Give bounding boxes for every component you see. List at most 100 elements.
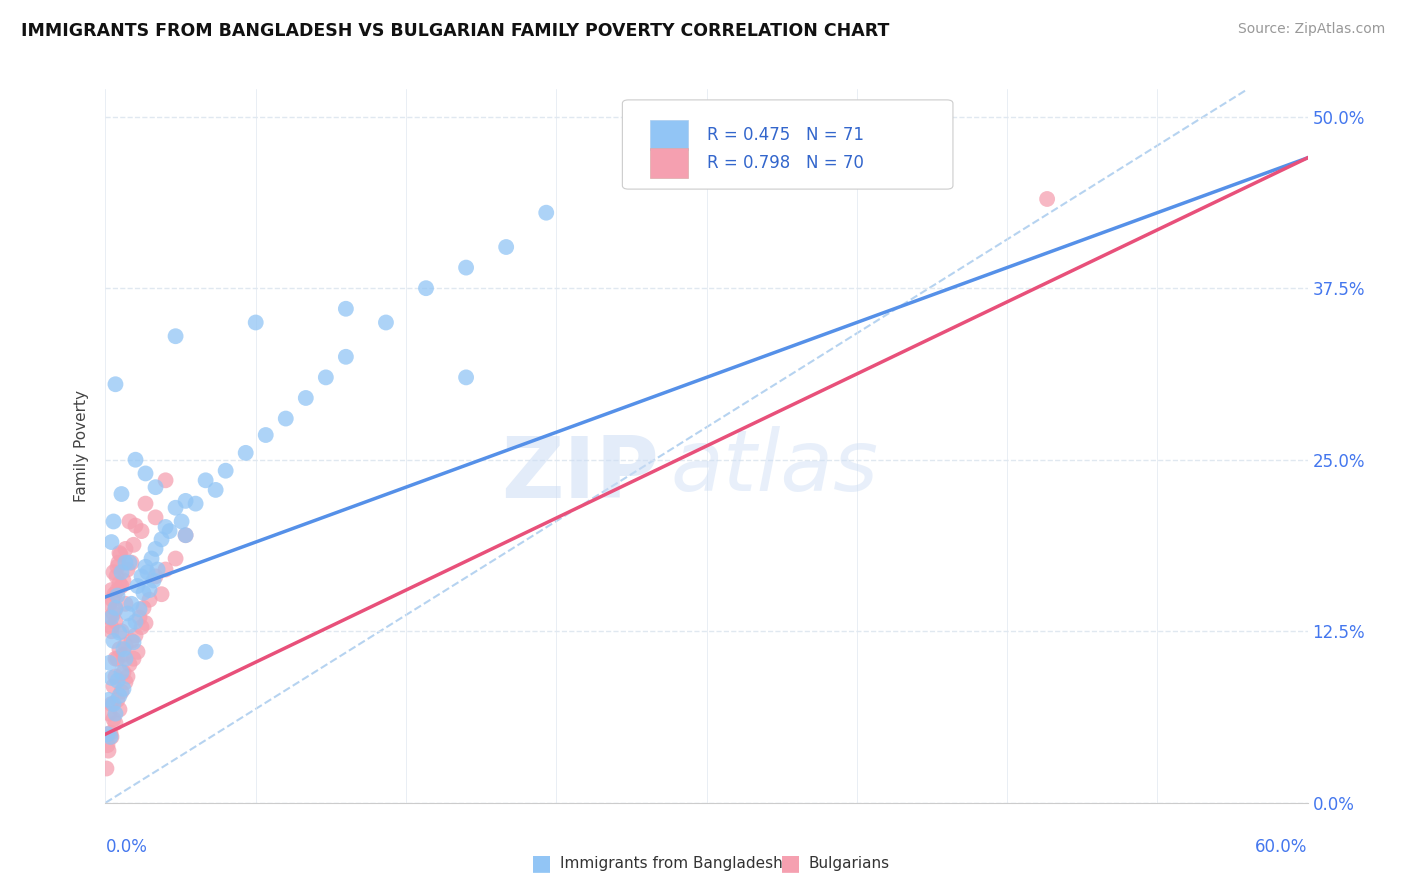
Point bbox=[194, 645, 217, 659]
Point bbox=[128, 610, 150, 624]
Text: IMMIGRANTS FROM BANGLADESH VS BULGARIAN FAMILY POVERTY CORRELATION CHART: IMMIGRANTS FROM BANGLADESH VS BULGARIAN … bbox=[21, 22, 890, 40]
Point bbox=[456, 370, 478, 384]
Point bbox=[142, 574, 165, 588]
Point bbox=[315, 370, 337, 384]
Point bbox=[138, 583, 160, 598]
Point bbox=[374, 316, 398, 330]
Point bbox=[145, 569, 167, 583]
Point bbox=[254, 428, 277, 442]
FancyBboxPatch shape bbox=[623, 100, 953, 189]
Point bbox=[110, 624, 132, 639]
Point bbox=[121, 633, 143, 648]
Point bbox=[146, 562, 169, 576]
Point bbox=[112, 681, 135, 696]
Point bbox=[103, 633, 125, 648]
Point bbox=[295, 391, 318, 405]
Point bbox=[100, 671, 122, 685]
Point bbox=[159, 524, 181, 538]
Point bbox=[104, 651, 127, 665]
Point bbox=[150, 587, 173, 601]
Point bbox=[110, 548, 132, 562]
Point bbox=[138, 592, 160, 607]
Point bbox=[110, 487, 132, 501]
Point bbox=[96, 738, 118, 752]
Point bbox=[145, 510, 167, 524]
Point bbox=[165, 500, 187, 515]
Point bbox=[165, 551, 187, 566]
Text: R = 0.475   N = 71: R = 0.475 N = 71 bbox=[707, 126, 863, 144]
Point bbox=[96, 762, 118, 776]
Point bbox=[145, 480, 167, 494]
Point bbox=[100, 535, 122, 549]
Point bbox=[108, 625, 131, 640]
Point bbox=[98, 610, 121, 624]
Y-axis label: Family Poverty: Family Poverty bbox=[75, 390, 90, 502]
Point bbox=[150, 533, 173, 547]
Point bbox=[104, 669, 127, 683]
Point bbox=[274, 411, 297, 425]
Point bbox=[108, 546, 131, 560]
Point bbox=[97, 744, 120, 758]
Text: atlas: atlas bbox=[671, 425, 879, 509]
Point bbox=[103, 607, 125, 621]
Point bbox=[97, 693, 120, 707]
Point bbox=[114, 597, 136, 611]
Point bbox=[117, 607, 139, 621]
Point bbox=[107, 651, 129, 665]
Point bbox=[114, 651, 136, 665]
Point bbox=[118, 619, 141, 633]
Point bbox=[135, 615, 157, 630]
Point bbox=[103, 587, 125, 601]
Point bbox=[1036, 192, 1059, 206]
Point bbox=[170, 515, 193, 529]
Point bbox=[135, 467, 157, 481]
Point bbox=[174, 494, 197, 508]
Point bbox=[117, 562, 139, 576]
Point bbox=[155, 562, 177, 576]
Point bbox=[110, 665, 132, 680]
Point bbox=[100, 610, 122, 624]
Point bbox=[104, 716, 127, 731]
Point bbox=[103, 712, 125, 726]
Text: ■: ■ bbox=[531, 854, 551, 873]
Point bbox=[107, 693, 129, 707]
Point bbox=[98, 656, 121, 670]
Point bbox=[204, 483, 226, 497]
Point bbox=[122, 538, 145, 552]
Point bbox=[145, 541, 167, 556]
Point bbox=[534, 205, 557, 219]
Point bbox=[124, 615, 146, 629]
Point bbox=[107, 556, 129, 570]
Point bbox=[100, 726, 122, 740]
Point bbox=[114, 638, 136, 652]
Point bbox=[103, 697, 125, 711]
Text: 60.0%: 60.0% bbox=[1256, 838, 1308, 856]
Point bbox=[132, 586, 155, 600]
Point bbox=[194, 473, 217, 487]
Point bbox=[174, 528, 197, 542]
Point bbox=[108, 576, 131, 591]
Point bbox=[112, 648, 135, 662]
Point bbox=[174, 528, 197, 542]
Point bbox=[122, 651, 145, 665]
Point bbox=[112, 642, 135, 657]
Point bbox=[107, 589, 129, 603]
Point bbox=[128, 602, 150, 616]
Point bbox=[135, 497, 157, 511]
Point bbox=[235, 446, 257, 460]
Point bbox=[124, 518, 146, 533]
Point bbox=[124, 628, 146, 642]
Text: 0.0%: 0.0% bbox=[105, 838, 148, 856]
Point bbox=[98, 706, 121, 721]
Point bbox=[121, 556, 143, 570]
Point bbox=[124, 452, 146, 467]
Text: Bulgarians: Bulgarians bbox=[808, 856, 890, 871]
Point bbox=[184, 497, 207, 511]
Point bbox=[214, 464, 236, 478]
Point bbox=[131, 524, 153, 538]
Text: Source: ZipAtlas.com: Source: ZipAtlas.com bbox=[1237, 22, 1385, 37]
FancyBboxPatch shape bbox=[650, 120, 689, 150]
Point bbox=[415, 281, 437, 295]
Point bbox=[105, 569, 128, 583]
Point bbox=[114, 556, 136, 570]
